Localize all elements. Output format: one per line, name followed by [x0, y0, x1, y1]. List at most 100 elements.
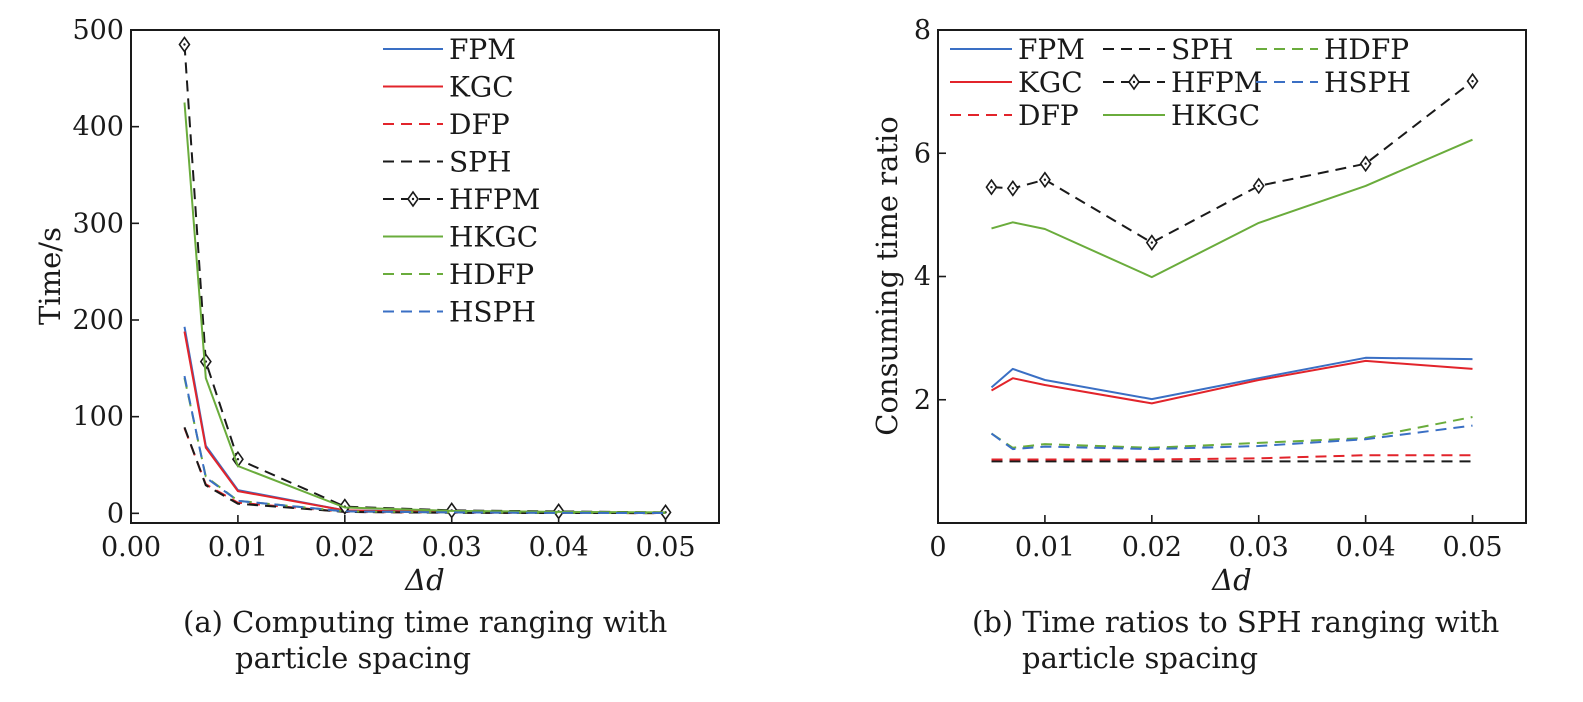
panel-b-x-tick-label: 0	[929, 532, 946, 563]
panel-a-x-tick-label: 0.03	[422, 532, 482, 563]
panel-a-legend-item-hsph: HSPH	[383, 296, 536, 329]
panel-b-y-ticks: 2 4 6 8	[914, 15, 946, 416]
panel-a: 0.00 0.01 0.02 0.03 0.04 0.05 0 100 200 300 400 50…	[33, 15, 720, 675]
panel-b-series-hfpm	[985, 72, 1479, 251]
panel-a-y-tick-label: 0	[107, 498, 124, 529]
panel-a-series-fpm	[183, 326, 666, 514]
panel-b-line-hkgc	[991, 138, 1473, 279]
panel-a-y-tick-label: 200	[72, 305, 124, 336]
panel-a-legend-label: HKGC	[449, 221, 538, 254]
panel-a-y-axis-title: Time/s	[33, 227, 67, 325]
panel-b: 0 0.01 0.02 0.03 0.04 0.05 2 4 6 8 FPM SPH HDFP KGC…	[870, 15, 1527, 675]
panel-b-point-hfpm	[985, 178, 998, 196]
panel-a-series-kgc	[183, 331, 666, 514]
panel-a-plot-frame	[130, 29, 720, 524]
panel-a-series-hsph	[183, 375, 666, 514]
panel-a-x-tick-label: 0.01	[208, 532, 268, 563]
panel-b-legend-item-fpm: FPM	[950, 33, 1085, 66]
panel-b-line-hsph	[990, 424, 1473, 451]
panel-a-series-hdfp	[183, 377, 666, 514]
panel-b-y-tick-label: 8	[914, 15, 931, 46]
panel-a-x-tick-label: 0.00	[101, 532, 161, 563]
panel-b-point-hfpm	[1466, 72, 1479, 90]
panel-a-caption-line-1: (a) Computing time ranging with	[183, 605, 667, 639]
panel-b-line-dfp	[991, 454, 1473, 461]
panel-b-legend-label: DFP	[1018, 99, 1079, 132]
panel-a-legend-item-sph: SPH	[383, 146, 511, 179]
panel-b-x-tick-label: 0.04	[1336, 532, 1396, 563]
panel-a-legend-item-dfp: DFP	[383, 108, 510, 141]
panel-b-legend-item-hfpm: HFPM	[1103, 66, 1262, 99]
panel-b-point-hfpm	[1006, 179, 1019, 197]
panel-a-caption-line-2: particle spacing	[235, 641, 471, 675]
panel-b-y-tick-label: 6	[914, 138, 931, 169]
panel-b-y-tick-label: 2	[914, 385, 931, 416]
panel-a-y-tick-label: 500	[72, 15, 124, 46]
panel-a-line-hsph	[183, 375, 666, 514]
panel-b-legend-label: HKGC	[1171, 99, 1260, 132]
panel-a-line-fpm	[183, 326, 666, 514]
panel-b-legend-item-sph: SPH	[1103, 33, 1233, 66]
panel-a-line-sph	[183, 426, 666, 515]
panel-a-point-hfpm	[659, 503, 672, 521]
panel-b-point-hfpm	[1252, 177, 1265, 195]
panel-b-legend-label: HDFP	[1324, 33, 1409, 66]
panel-b-series-hdfp	[990, 416, 1473, 449]
panel-b-legend-item-dfp: DFP	[950, 99, 1079, 132]
panel-a-line-hkgc	[183, 102, 666, 514]
panel-b-legend-label: SPH	[1171, 33, 1233, 66]
panel-a-legend-label: HSPH	[449, 296, 536, 329]
panel-b-point-hfpm	[1359, 155, 1372, 173]
panel-a-y-tick-label: 100	[72, 402, 124, 433]
panel-a-legend-label: SPH	[449, 146, 511, 179]
panel-a-legend-label: HFPM	[449, 183, 540, 216]
panel-a-legend-item-hdfp: HDFP	[383, 258, 534, 291]
panel-b-legend-label: HSPH	[1324, 66, 1411, 99]
panel-b-x-ticks: 0 0.01 0.02 0.03 0.04 0.05	[929, 515, 1503, 563]
panel-b-x-tick-label: 0.02	[1122, 532, 1182, 563]
panel-b-y-axis-title: Consuming time ratio	[870, 116, 904, 435]
panel-b-line-kgc	[990, 359, 1473, 405]
panel-a-series-dfp	[183, 427, 666, 515]
panel-a-x-tick-label: 0.04	[529, 532, 589, 563]
panel-b-legend-label: HFPM	[1171, 66, 1262, 99]
panel-a-series-sph	[183, 426, 666, 515]
panel-a-line-kgc	[183, 331, 666, 514]
panel-b-series-kgc	[990, 359, 1473, 405]
panel-b-legend-marker	[1128, 73, 1140, 91]
panel-b-legend-label: FPM	[1018, 33, 1085, 66]
panel-a-legend-label: DFP	[449, 108, 510, 141]
panel-a-x-tick-label: 0.02	[315, 532, 375, 563]
panel-b-line-fpm	[990, 356, 1473, 401]
panel-b-series-hsph	[990, 424, 1473, 451]
panel-b-x-tick-label: 0.03	[1229, 532, 1289, 563]
panel-b-point-hfpm	[1038, 171, 1051, 189]
panel-b-series	[985, 72, 1479, 463]
panel-b-series-fpm	[990, 356, 1473, 401]
panel-b-line-hdfp	[990, 416, 1473, 449]
panel-a-y-tick-label: 400	[72, 112, 124, 143]
panel-b-legend-label: KGC	[1018, 66, 1083, 99]
panel-a-legend: FPM KGC DFP SPH HFPM HKGC HDFP HSPH	[383, 33, 540, 329]
panel-a-line-hdfp	[183, 377, 666, 514]
panel-b-caption-line-2: particle spacing	[1022, 641, 1258, 675]
panel-b-legend-item-hdfp: HDFP	[1256, 33, 1409, 66]
panel-a-legend-label: KGC	[449, 71, 514, 104]
panel-a-line-hfpm	[183, 44, 666, 514]
panel-a-y-tick-label: 300	[72, 208, 124, 239]
panel-a-x-ticks: 0.00 0.01 0.02 0.03 0.04 0.05	[101, 515, 696, 563]
panel-b-x-axis-title: Δd	[1211, 563, 1252, 597]
panel-a-legend-item-hkgc: HKGC	[383, 221, 538, 254]
panel-a-x-axis-title: Δd	[404, 563, 445, 597]
panel-a-legend-marker	[407, 190, 419, 208]
panel-b-legend: FPM SPH HDFP KGC HFPM HSPH DFP HKGC	[950, 33, 1411, 132]
panel-b-series-hkgc	[991, 138, 1473, 279]
panel-a-x-tick-label: 0.05	[635, 532, 695, 563]
panel-a-legend-item-fpm: FPM	[383, 33, 516, 66]
panel-a-legend-item-hfpm: HFPM	[383, 183, 540, 216]
panel-b-legend-item-hsph: HSPH	[1256, 66, 1411, 99]
panel-a-legend-item-kgc: KGC	[383, 71, 514, 104]
panel-a-series-hfpm	[178, 36, 672, 521]
panel-b-legend-item-kgc: KGC	[950, 66, 1083, 99]
